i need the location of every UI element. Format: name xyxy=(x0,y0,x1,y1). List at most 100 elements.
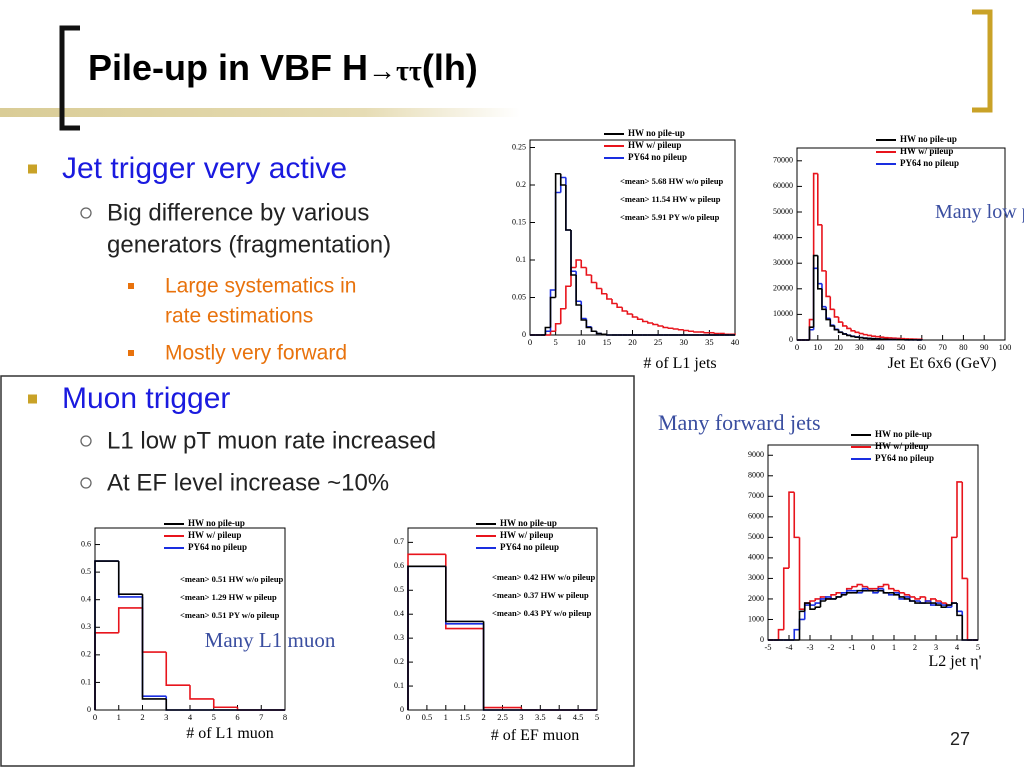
x-tick-label: 10 xyxy=(577,337,586,347)
histogram-bin xyxy=(812,254,818,328)
histogram-bin xyxy=(940,605,947,608)
histogram-bin xyxy=(631,314,638,318)
mean-annotation: <mean> 0.51 PY w/o pileup xyxy=(180,610,280,620)
x-axis-label: # of L1 jets xyxy=(643,355,716,372)
histogram-bin xyxy=(693,331,700,333)
histogram-bin xyxy=(713,332,720,335)
histogram-bin xyxy=(165,698,190,711)
histogram-bin xyxy=(950,602,957,606)
histogram-bin xyxy=(875,335,881,338)
x-tick-label: 40 xyxy=(731,337,740,347)
annotation: Many low pT jets xyxy=(935,201,1024,223)
histogram-bin xyxy=(825,270,831,298)
histogram-bin xyxy=(835,591,842,595)
x-tick-label: 70 xyxy=(938,342,947,352)
y-tick-label: 0 xyxy=(87,705,91,714)
legend-label: HW no pile-up xyxy=(188,518,245,528)
histogram-bin xyxy=(956,481,963,538)
page-number: 27 xyxy=(950,729,970,749)
histogram-bin xyxy=(861,584,868,588)
y-tick-label: 0.2 xyxy=(81,650,91,659)
histogram-bin xyxy=(846,325,852,330)
histogram-bin xyxy=(793,492,800,539)
histogram-bin xyxy=(611,299,618,305)
histogram-bin xyxy=(845,591,852,595)
x-tick-label: 20 xyxy=(628,337,637,347)
histogram-bin xyxy=(590,327,597,333)
histogram-bin xyxy=(777,628,784,640)
x-axis-label: L2 jet η' xyxy=(928,653,981,670)
x-tick-label: 30 xyxy=(680,337,689,347)
y-tick-label: 60000 xyxy=(773,181,793,190)
bullet-marker xyxy=(80,435,92,447)
x-tick-label: 50 xyxy=(897,342,906,352)
bullet-text: L1 low pT muon rate increased xyxy=(107,427,436,454)
y-tick-label: 0.4 xyxy=(394,609,404,618)
legend-label: HW w/ pileup xyxy=(500,530,553,540)
histogram-bin xyxy=(677,328,684,331)
y-tick-label: 0.1 xyxy=(81,677,91,686)
annotation: Many forward jets xyxy=(658,410,821,435)
y-tick-label: 1000 xyxy=(748,614,764,623)
y-tick-label: 0.4 xyxy=(81,595,91,604)
x-tick-label: 5 xyxy=(212,712,216,722)
y-tick-label: 0.6 xyxy=(394,561,404,570)
histogram-bin xyxy=(919,596,926,599)
bullet-marker xyxy=(128,350,134,356)
mean-annotation: <mean> 0.43 PY w/o pileup xyxy=(492,608,592,618)
y-tick-label: 0.25 xyxy=(512,142,526,151)
histogram-bin xyxy=(829,319,835,327)
histogram-bin xyxy=(575,259,582,268)
bullet-text: At EF level increase ~10% xyxy=(107,469,389,496)
y-tick-label: 0 xyxy=(400,705,404,714)
histogram-bin xyxy=(641,319,648,323)
histogram-bin xyxy=(606,334,612,336)
histogram-bin xyxy=(914,596,921,600)
histogram-bin xyxy=(482,621,522,711)
x-tick-label: 4 xyxy=(188,712,193,722)
histogram-bin xyxy=(851,585,858,589)
histogram-chart: 0 0.05 0.1 0.15 0.2 0.25 0 5 10 15 20 25 30 35 40 HW no… xyxy=(512,128,739,372)
x-tick-label: 0.5 xyxy=(422,712,433,722)
x-tick-label: 4.5 xyxy=(573,712,584,722)
histogram-bin xyxy=(866,334,872,337)
histogram-bin xyxy=(814,602,821,606)
legend-label: HW w/ pileup xyxy=(628,140,681,150)
histogram-bin xyxy=(824,598,831,601)
title-part: (lh) xyxy=(422,47,478,88)
bullet-marker xyxy=(28,394,37,404)
histogram-bin xyxy=(882,583,889,587)
histogram-bin xyxy=(837,329,843,334)
y-tick-label: 0.5 xyxy=(394,585,404,594)
histogram-bin xyxy=(814,606,821,610)
x-tick-label: 1.5 xyxy=(459,712,470,722)
x-tick-label: 10 xyxy=(814,342,823,352)
mean-annotation: <mean> 0.42 HW w/o pileup xyxy=(492,572,596,582)
histogram-bin xyxy=(821,288,827,311)
legend-label: PY64 no pileup xyxy=(500,542,559,552)
bullet-text: generators (fragmentation) xyxy=(107,231,391,258)
x-axis-label: # of EF muon xyxy=(491,727,579,744)
histogram-bin xyxy=(559,307,566,324)
histogram-bin xyxy=(782,567,789,630)
histogram-bin xyxy=(841,322,847,327)
y-tick-label: 2000 xyxy=(748,594,764,603)
x-tick-label: 0 xyxy=(93,712,97,722)
y-tick-label: 40000 xyxy=(773,232,793,241)
histogram-bin xyxy=(879,336,885,338)
histogram-bin xyxy=(636,317,643,321)
annotation: Many L1 muon xyxy=(205,628,336,652)
histogram-bin xyxy=(862,337,868,340)
y-tick-label: 0.6 xyxy=(81,539,91,548)
histogram-bin xyxy=(793,628,800,640)
x-tick-label: 25 xyxy=(654,337,663,347)
histogram-bin xyxy=(814,598,821,601)
histogram-bin xyxy=(606,293,612,300)
histogram-bin xyxy=(817,255,822,290)
title-part: Pile-up in VBF H xyxy=(88,47,368,88)
histogram-bin xyxy=(600,288,607,295)
histogram-bin xyxy=(544,326,551,335)
x-tick-label: 60 xyxy=(918,342,927,352)
x-tick-label: 2 xyxy=(481,712,485,722)
